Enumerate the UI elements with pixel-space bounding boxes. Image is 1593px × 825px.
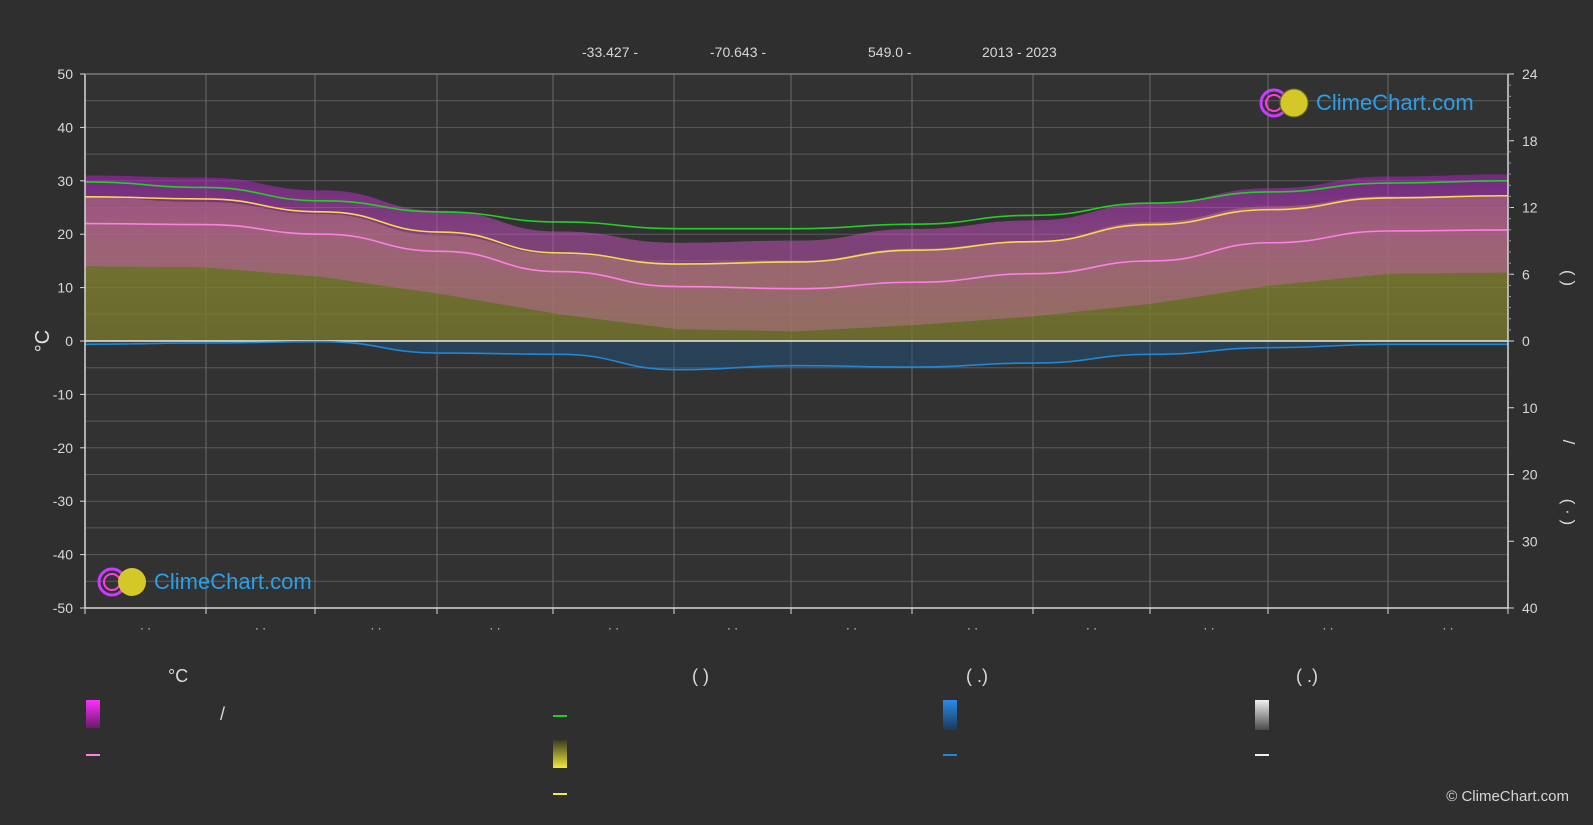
right-tick-label: 30 xyxy=(1522,533,1538,549)
left-tick-label: 0 xyxy=(65,333,73,349)
month-label: · · xyxy=(1086,621,1097,635)
legend-snow-title: ( .) xyxy=(1296,666,1318,686)
right-axis-title-mid: / xyxy=(1559,440,1578,445)
legend-mean-temp-swatch xyxy=(86,754,100,756)
month-label: · · xyxy=(846,621,857,635)
axes: 50 40 30 20 10 0 -10 -20 -30 -40 -50 24 18 12 6 0 10 20 30… xyxy=(32,66,1578,635)
left-axis-title: °C xyxy=(32,330,54,352)
month-label: · · xyxy=(140,621,151,635)
right-tick-label: 24 xyxy=(1522,66,1538,82)
month-label: · · xyxy=(1203,621,1214,635)
areas xyxy=(85,174,1508,370)
right-tick-label: 12 xyxy=(1522,200,1538,216)
legend-temp-range-label: / xyxy=(220,704,226,724)
right-axis-title-bottom: ( · ) xyxy=(1559,499,1578,525)
latitude-label: -33.427 - xyxy=(582,44,639,60)
left-tick-label: 10 xyxy=(57,280,73,296)
left-tick-label: -20 xyxy=(53,440,73,456)
left-tick-label: 30 xyxy=(57,173,73,189)
left-tick-label: -10 xyxy=(53,386,73,402)
longitude-label: -70.643 - xyxy=(710,44,767,60)
logo-icon xyxy=(1259,88,1309,118)
left-tick-label: -50 xyxy=(53,600,73,616)
month-label: · · xyxy=(1322,621,1333,635)
legend-temp-title: °C xyxy=(168,666,189,686)
month-label: · · xyxy=(489,621,500,635)
logo-icon xyxy=(97,567,146,597)
right-tick-label: 18 xyxy=(1522,133,1538,149)
month-label: · · xyxy=(727,621,738,635)
mean-temp-line xyxy=(84,222,1509,290)
legend-rain-title: ( .) xyxy=(966,666,988,686)
precipitation-area xyxy=(85,341,1508,370)
month-label: · · xyxy=(1442,621,1453,635)
right-tick-label: 0 xyxy=(1522,333,1530,349)
legend-temp-range-swatch xyxy=(86,700,100,728)
month-label: · · xyxy=(967,621,978,635)
logo-bottom[interactable]: ClimeChart.com xyxy=(96,565,312,599)
logo-text: ClimeChart.com xyxy=(1316,90,1474,115)
left-tick-label: 20 xyxy=(57,226,73,242)
left-tick-label: -30 xyxy=(53,493,73,509)
right-tick-label: 20 xyxy=(1522,467,1538,483)
legend-sunshine-line-swatch xyxy=(553,793,567,795)
right-tick-label: 6 xyxy=(1522,266,1530,282)
daylight-line xyxy=(84,180,1509,230)
copyright[interactable]: © ClimeChart.com xyxy=(1446,788,1569,805)
logo-top[interactable]: ClimeChart.com xyxy=(1258,86,1474,120)
legend-sunshine-swatch xyxy=(553,740,567,768)
legend-snow-line-swatch xyxy=(1255,754,1269,756)
left-tick-label: -40 xyxy=(53,547,73,563)
series-lines xyxy=(84,180,1509,371)
month-label: · · xyxy=(608,621,619,635)
max-temp-line xyxy=(84,194,1509,265)
right-axis-title-top: ( ) xyxy=(1559,270,1578,286)
years-label: 2013 - 2023 xyxy=(982,44,1057,60)
right-tick-label: 10 xyxy=(1522,400,1538,416)
legend-rain-swatch xyxy=(943,700,957,730)
left-tick-label: 40 xyxy=(57,119,73,135)
right-tick-label: 40 xyxy=(1522,600,1538,616)
temperature-range-area xyxy=(85,174,1508,332)
legend-daylight-swatch xyxy=(553,715,567,717)
elevation-label: 549.0 - xyxy=(868,44,912,60)
month-label: · · xyxy=(370,621,381,635)
legend-sun-title: ( ) xyxy=(692,666,709,686)
legend-snow-swatch xyxy=(1255,700,1269,730)
precip-line xyxy=(84,340,1508,371)
left-tick-label: 50 xyxy=(57,66,73,82)
legend-rain-line-swatch xyxy=(943,754,957,756)
logo-text: ClimeChart.com xyxy=(154,569,312,594)
month-label: · · xyxy=(255,621,266,635)
